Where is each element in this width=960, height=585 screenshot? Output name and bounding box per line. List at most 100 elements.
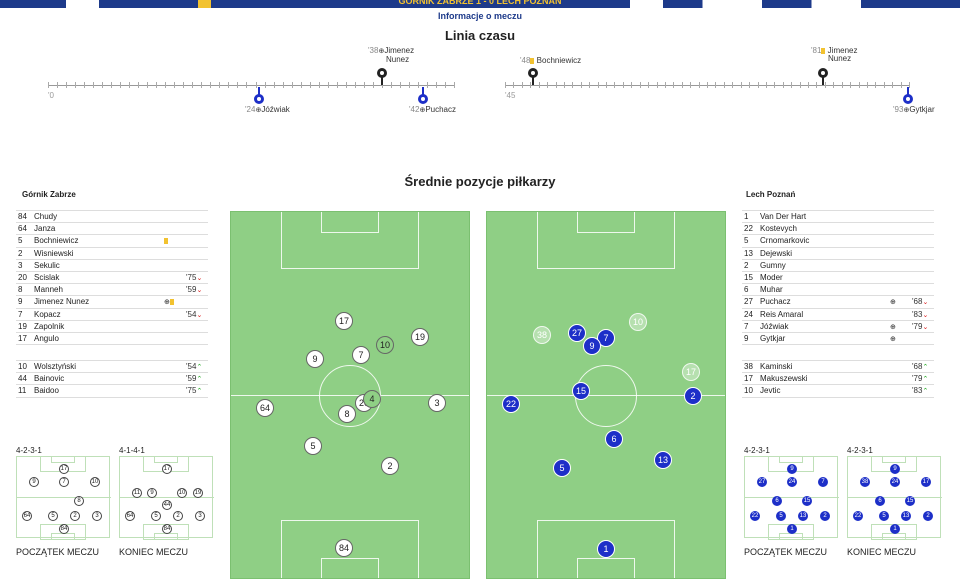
player-row[interactable]: 9 Jimenez Nunez ⊕ (16, 296, 208, 309)
substitute-row[interactable]: 17 Makuszewski '79⌃ (742, 373, 934, 386)
away-average-positions-pitch: 38 27 7 9 10 17 15 22 2 6 5 13 1 (486, 211, 726, 579)
player-position-marker[interactable]: 64 (256, 399, 274, 417)
sub-out-arrow-icon: ⌄ (922, 299, 929, 307)
timeline-tick (57, 82, 59, 88)
card-marker-pin[interactable] (818, 68, 828, 85)
player-row[interactable]: 15 Moder (742, 272, 934, 285)
goal-marker-pin[interactable] (254, 87, 264, 104)
timeline-tick (84, 82, 86, 88)
goal-marker-pin[interactable] (418, 87, 428, 104)
player-position-marker[interactable]: 10 (629, 313, 647, 331)
player-row[interactable]: 84 Chudy (16, 211, 208, 224)
player-position-marker[interactable]: 2 (381, 457, 399, 475)
player-position-marker[interactable]: 3 (428, 394, 446, 412)
player-row[interactable]: 1 Van Der Hart (742, 211, 934, 224)
player-row[interactable]: 22 Kostevych (742, 223, 934, 236)
player-position-marker[interactable]: 15 (572, 382, 590, 400)
player-row[interactable]: 7 Jóźwiak ⊕ '79⌄ (742, 321, 934, 333)
player-row[interactable]: 13 Dejewski (742, 248, 934, 260)
player-row[interactable]: 27 Puchacz ⊕ '68⌄ (742, 296, 934, 309)
player-position-marker[interactable]: 5 (304, 437, 322, 455)
score-banner: GÓRNIK ZABRZE 1 - 0 LECH POZNAŃ (330, 0, 630, 8)
player-row[interactable]: 7 Kopacz '54⌄ (16, 309, 208, 321)
timeline-tick (273, 82, 275, 88)
player-row[interactable]: 17 Angulo (16, 333, 208, 346)
player-position-marker[interactable]: 5 (553, 459, 571, 477)
player-event-icons (890, 361, 912, 372)
pitch-line (779, 533, 803, 540)
player-position-marker[interactable]: 27 (568, 324, 586, 342)
substitution-minute (912, 272, 934, 283)
timeline-tick (782, 82, 784, 88)
player-row[interactable]: 24 Reis Amaral '83⌄ (742, 309, 934, 321)
player-row[interactable]: 6 Muhar (742, 284, 934, 297)
player-position-marker[interactable]: 7 (597, 329, 615, 347)
timeline-tick (174, 82, 176, 88)
formation-player-marker: 8 (74, 496, 84, 506)
substitute-row[interactable]: 10 Wolsztyński '54⌃ (16, 361, 208, 374)
player-name: Makuszewski (760, 374, 808, 384)
player-row[interactable]: 64 Janza (16, 223, 208, 236)
player-row[interactable]: 8 Manneh '59⌄ (16, 284, 208, 297)
player-row[interactable]: 19 Zapolnik (16, 321, 208, 333)
substitute-row[interactable]: 11 Baidoo '75⌃ (16, 385, 208, 398)
player-position-marker[interactable]: 38 (533, 326, 551, 344)
player-position-marker[interactable]: 13 (654, 451, 672, 469)
ball-icon: ⊕ (903, 107, 910, 114)
sub-in-arrow-icon: ⌃ (922, 376, 929, 384)
player-position-marker[interactable]: 17 (335, 312, 353, 330)
timeline-tick (399, 82, 401, 88)
player-position-marker[interactable]: 1 (597, 540, 615, 558)
card-marker-pin[interactable] (528, 68, 538, 85)
timeline-tick (538, 82, 540, 88)
timeline-tick (354, 82, 356, 88)
substitute-row[interactable]: 38 Kaminski '68⌃ (742, 361, 934, 374)
substitute-row[interactable]: 44 Bainovic '59⌃ (16, 373, 208, 386)
timeline-tick (138, 82, 140, 88)
player-position-marker[interactable]: 22 (502, 395, 520, 413)
formation-player-marker: 19 (193, 488, 203, 498)
player-position-marker[interactable]: 4 (363, 390, 381, 408)
goal-marker-pin[interactable] (903, 87, 913, 104)
player-row[interactable]: 2 Wisniewski (16, 248, 208, 260)
player-name: Gumny (760, 260, 786, 270)
substitution-minute: '75⌃ (186, 386, 203, 396)
substitution-minute (912, 235, 934, 246)
formation-player-marker: 15 (802, 496, 812, 506)
player-name: Gytkjar (760, 333, 786, 343)
substitution-minute (912, 248, 934, 259)
timeline-tick (681, 82, 683, 88)
player-row[interactable]: 2 Gumny (742, 260, 934, 272)
player-position-marker[interactable]: 10 (376, 336, 394, 354)
player-position-marker[interactable]: 17 (682, 363, 700, 381)
player-position-marker[interactable]: 6 (605, 430, 623, 448)
player-position-marker[interactable]: 8 (338, 405, 356, 423)
formation-player-marker: 11 (132, 488, 142, 498)
formation-player-marker: 10 (177, 488, 187, 498)
player-event-icons (890, 385, 912, 396)
goal-marker-pin[interactable] (377, 68, 387, 85)
formation-player-marker: 5 (776, 511, 786, 521)
sub-in-arrow-icon: ⌃ (196, 364, 203, 371)
player-position-marker[interactable]: 2 (684, 387, 702, 405)
player-number: 10 (744, 386, 753, 396)
player-row[interactable]: 5 Crnomarkovic (742, 235, 934, 248)
timeline-tick (572, 82, 574, 88)
player-event-icons (164, 361, 186, 372)
match-info-link[interactable]: Informacje o meczu (437, 11, 523, 21)
player-position-marker[interactable]: 19 (411, 328, 429, 346)
player-name: Kostevych (760, 224, 797, 234)
player-row[interactable]: 9 Gytkjar ⊕ (742, 333, 934, 346)
player-position-marker[interactable]: 9 (306, 350, 324, 368)
player-position-marker[interactable]: 7 (352, 346, 370, 364)
substitute-row[interactable]: 10 Jevtic '83⌃ (742, 385, 934, 398)
player-row[interactable]: 3 Sekulic (16, 260, 208, 272)
player-position-marker[interactable]: 84 (335, 539, 353, 557)
player-row[interactable]: 5 Bochniewicz (16, 235, 208, 248)
timeline-tick (530, 82, 532, 88)
player-position-marker[interactable]: 9 (583, 337, 601, 355)
player-number: 7 (744, 321, 749, 331)
player-row[interactable]: 20 Scislak '75⌄ (16, 272, 208, 285)
timeline-tick (580, 82, 582, 88)
player-number: 5 (744, 236, 749, 246)
